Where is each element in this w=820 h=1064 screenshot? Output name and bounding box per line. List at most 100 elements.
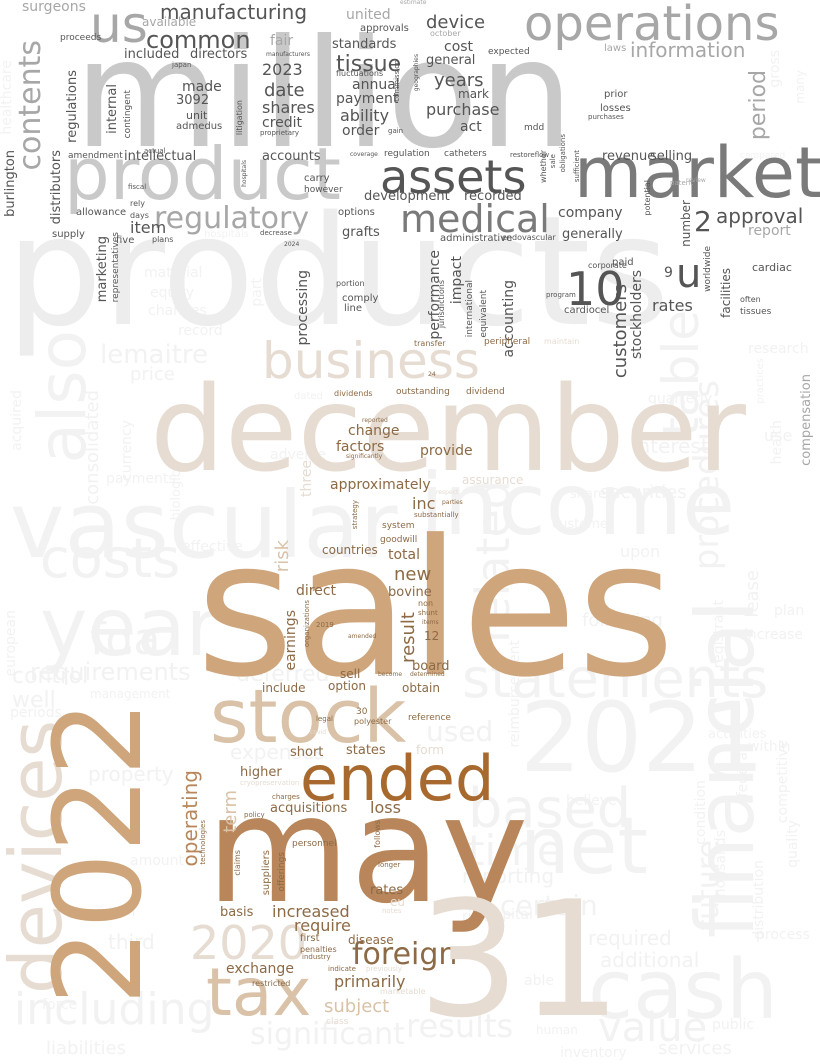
word: regulations xyxy=(65,70,80,143)
word: indicate xyxy=(328,965,356,973)
word: share xyxy=(570,487,607,502)
word: income xyxy=(420,455,735,555)
word: offerings xyxy=(277,852,287,892)
word: follows xyxy=(373,820,382,848)
word: effective xyxy=(182,539,243,555)
word: ability xyxy=(340,106,390,125)
word: 2023 xyxy=(262,60,303,79)
word: liabilities xyxy=(46,1038,126,1059)
word: market xyxy=(574,132,820,214)
word: form xyxy=(416,743,444,757)
word: payment xyxy=(336,91,399,107)
word: japan xyxy=(172,61,192,69)
word: net xyxy=(520,802,649,892)
word: bovine xyxy=(388,585,432,600)
word: direct xyxy=(296,583,337,599)
word: deferred xyxy=(236,662,330,687)
word: condition xyxy=(693,780,709,845)
word: activities xyxy=(708,727,767,742)
word: days xyxy=(130,211,149,220)
word: jurisdictions xyxy=(437,280,446,329)
word: sufficient xyxy=(573,150,581,183)
word: approvals xyxy=(360,23,409,34)
word: 3092 xyxy=(176,93,210,108)
word: subject xyxy=(324,996,390,1017)
word: however xyxy=(304,185,343,195)
word: fiscal xyxy=(128,183,147,191)
word: increased xyxy=(272,902,350,921)
word: intellectual xyxy=(124,149,197,164)
word: regulation xyxy=(384,149,430,159)
word: process xyxy=(756,927,810,943)
word: primarily xyxy=(334,972,406,991)
word: tissue xyxy=(336,52,402,77)
word: well xyxy=(12,688,56,713)
word: peripheral xyxy=(484,337,531,347)
word: payments xyxy=(106,471,176,487)
word: prior xyxy=(604,89,628,100)
word: representatives xyxy=(111,232,121,303)
word: public xyxy=(712,1017,755,1033)
word: amended xyxy=(348,633,377,640)
word: general xyxy=(426,53,476,68)
word: revenue xyxy=(602,149,656,164)
word: mdd xyxy=(524,123,545,133)
word: facilities xyxy=(719,268,733,318)
word: reported xyxy=(362,417,388,424)
word: industry xyxy=(302,953,331,961)
word: become xyxy=(378,671,403,678)
word: 2 xyxy=(694,205,712,238)
word: goodwill xyxy=(380,535,418,545)
word: dated xyxy=(294,391,323,402)
word: certain xyxy=(500,889,598,922)
word: changes xyxy=(148,303,207,319)
word: 2021 xyxy=(520,682,765,794)
word: quarterly xyxy=(648,391,713,407)
word: 2019 xyxy=(316,621,334,629)
word: material xyxy=(144,265,203,281)
word: u xyxy=(676,251,702,297)
word: 30 xyxy=(356,707,368,717)
word: based xyxy=(468,777,632,840)
word: additional xyxy=(600,948,700,972)
word: paid xyxy=(612,257,634,268)
word: record xyxy=(178,323,223,339)
word: shunt xyxy=(418,609,438,617)
word: transfer xyxy=(414,339,446,348)
word: change xyxy=(348,423,400,439)
word: supply xyxy=(52,229,85,240)
word: acquisitions xyxy=(270,801,348,816)
word: strategy xyxy=(351,500,359,530)
word: statements xyxy=(462,647,769,710)
word: portion xyxy=(336,279,365,288)
word: earnings xyxy=(283,610,299,671)
word: parties xyxy=(442,499,463,506)
word: higher xyxy=(240,765,282,780)
word: fair xyxy=(270,33,294,49)
word: vascular xyxy=(10,472,398,579)
word: 31 xyxy=(418,866,622,1053)
word: credit xyxy=(262,115,303,131)
word: december xyxy=(150,360,746,498)
word: often xyxy=(740,295,761,304)
word: healthcare xyxy=(0,60,15,135)
word: purchase xyxy=(426,100,500,119)
word: able xyxy=(524,973,554,989)
word: research xyxy=(748,341,809,357)
word: approval xyxy=(716,204,804,228)
word: result xyxy=(398,612,419,663)
word: states xyxy=(346,743,386,758)
word: substantially xyxy=(414,511,459,519)
word: fluctuations xyxy=(336,69,384,78)
word: previously xyxy=(366,965,403,973)
word: obligations xyxy=(559,134,567,173)
word: comply xyxy=(342,293,379,304)
word: results xyxy=(406,1007,514,1045)
word: loss xyxy=(370,798,401,817)
word: dividends xyxy=(334,389,373,398)
word: significant xyxy=(250,1017,405,1052)
word: cardiocel xyxy=(564,305,610,316)
word: securities xyxy=(600,482,687,503)
word: commission xyxy=(393,60,401,102)
word: 12 xyxy=(424,629,440,643)
